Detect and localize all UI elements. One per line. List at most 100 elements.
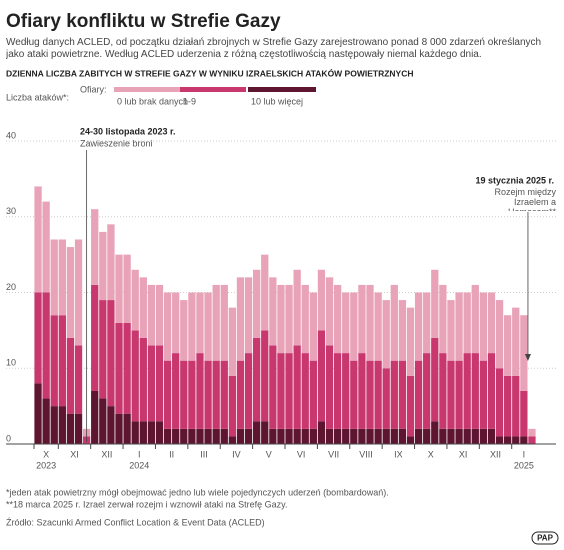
annotation-title: 24-30 listopada 2023 r. bbox=[80, 126, 176, 136]
bar-segment bbox=[66, 337, 75, 414]
bar-segment bbox=[269, 277, 277, 346]
bar-segment bbox=[91, 284, 99, 391]
x-tick-label: IX bbox=[394, 449, 403, 459]
x-tick-label: III bbox=[200, 449, 208, 459]
bar-segment bbox=[236, 428, 245, 444]
bar-segment bbox=[74, 239, 83, 346]
bar-segment bbox=[58, 239, 66, 316]
bar-segment bbox=[155, 345, 164, 422]
legend-label: 0 lub brak danych bbox=[117, 96, 188, 106]
bar-segment bbox=[520, 436, 528, 444]
bar-segment bbox=[390, 428, 398, 444]
bar-segment bbox=[269, 428, 277, 444]
bar-segment bbox=[277, 353, 285, 429]
x-tick-label: V bbox=[266, 449, 272, 459]
bar-segment bbox=[172, 428, 180, 444]
annotation-title: 19 stycznia 2025 r. bbox=[475, 175, 554, 185]
bar-segment bbox=[147, 345, 156, 422]
annotation-box: Rozejm między Izraelem a Hamasem** bbox=[494, 187, 556, 211]
bar-segment bbox=[439, 428, 447, 444]
bar-segment bbox=[58, 406, 66, 444]
x-tick-label: VIII bbox=[359, 449, 373, 459]
bar-segment bbox=[285, 428, 293, 444]
x-tick-label: X bbox=[43, 449, 49, 459]
bar-segment bbox=[139, 337, 147, 422]
bar-segment bbox=[58, 315, 66, 407]
bar-segment bbox=[439, 284, 447, 354]
bar-segment bbox=[317, 421, 326, 444]
bar-segment bbox=[163, 292, 172, 361]
bar-segment bbox=[504, 436, 512, 444]
bar-segment bbox=[455, 428, 463, 444]
bar-segment bbox=[487, 353, 496, 429]
bar-segment bbox=[406, 307, 415, 376]
bar-segment bbox=[180, 300, 188, 361]
bar-segment bbox=[463, 353, 471, 429]
title: Ofiary konfliktu w Strefie Gazy bbox=[6, 11, 281, 32]
bar-segment bbox=[317, 269, 326, 331]
bar-segment bbox=[512, 375, 520, 437]
x-tick-label: XII bbox=[101, 449, 112, 459]
bar-segment bbox=[244, 277, 253, 354]
bar-segment bbox=[99, 231, 107, 301]
bar-segment bbox=[366, 360, 374, 429]
bar-segment bbox=[333, 428, 342, 444]
bar-segment bbox=[455, 360, 463, 429]
bar-segment bbox=[309, 292, 317, 361]
bar-segment bbox=[91, 209, 99, 285]
bar-segment bbox=[123, 322, 131, 414]
bar-segment bbox=[398, 428, 407, 444]
bar-segment bbox=[366, 284, 374, 361]
bar-segment bbox=[504, 375, 512, 437]
bar-segment bbox=[293, 269, 301, 346]
bar-segment bbox=[34, 292, 42, 384]
legend-label: 1-9 bbox=[183, 96, 196, 106]
bar-segment bbox=[107, 406, 115, 444]
bar-segment bbox=[366, 428, 374, 444]
bar-segment bbox=[439, 353, 447, 429]
bar-segment bbox=[155, 284, 164, 346]
bar-segment bbox=[212, 360, 220, 429]
bar-segment bbox=[431, 269, 439, 338]
y-label: Liczba ataków*: bbox=[6, 92, 69, 102]
bar-segment bbox=[309, 428, 317, 444]
bar-segment bbox=[236, 360, 245, 429]
bar-segment bbox=[139, 421, 147, 444]
legend-label: 10 lub więcej bbox=[251, 96, 303, 106]
bar-segment bbox=[342, 353, 350, 429]
bar-segment bbox=[325, 345, 334, 429]
logo-box bbox=[531, 531, 559, 545]
x-tick-label: XI bbox=[459, 449, 468, 459]
bar-segment bbox=[66, 247, 75, 338]
source: Źródło: Szacunki Armed Conflict Location… bbox=[6, 517, 265, 527]
bar-segment bbox=[398, 360, 407, 429]
bar-segment bbox=[261, 330, 269, 422]
bar-segment bbox=[253, 421, 261, 444]
bar-segment bbox=[261, 421, 269, 444]
bar-segment bbox=[115, 254, 123, 323]
bar-segment bbox=[309, 360, 317, 429]
bar-segment bbox=[325, 277, 334, 346]
bar-segment bbox=[293, 345, 301, 429]
subtitle-box: Według danych ACLED, od początku działań… bbox=[6, 37, 541, 60]
year-label: 2025 bbox=[514, 460, 534, 470]
bar-segment bbox=[350, 360, 358, 429]
bar-segment bbox=[220, 360, 228, 429]
bar-segment bbox=[228, 375, 237, 437]
bar-segment bbox=[131, 269, 139, 331]
bar-segment bbox=[228, 436, 237, 444]
bar-segment bbox=[212, 428, 220, 444]
bar-segment bbox=[431, 337, 439, 422]
bar-segment bbox=[447, 300, 455, 361]
bar-segment bbox=[34, 383, 42, 444]
x-tick-label: VI bbox=[297, 449, 306, 459]
bar-segment bbox=[115, 413, 123, 444]
bar-segment bbox=[333, 284, 342, 354]
bar-segment bbox=[228, 307, 237, 376]
annotation-text: Zawieszenie broni bbox=[80, 138, 153, 148]
bar-segment bbox=[34, 186, 42, 293]
annotation-text: Rozejm między Izraelem a Hamasem** bbox=[494, 187, 556, 211]
x-tick-label: I bbox=[138, 449, 141, 459]
bar-segment bbox=[382, 300, 390, 369]
bar-segment bbox=[471, 428, 479, 444]
